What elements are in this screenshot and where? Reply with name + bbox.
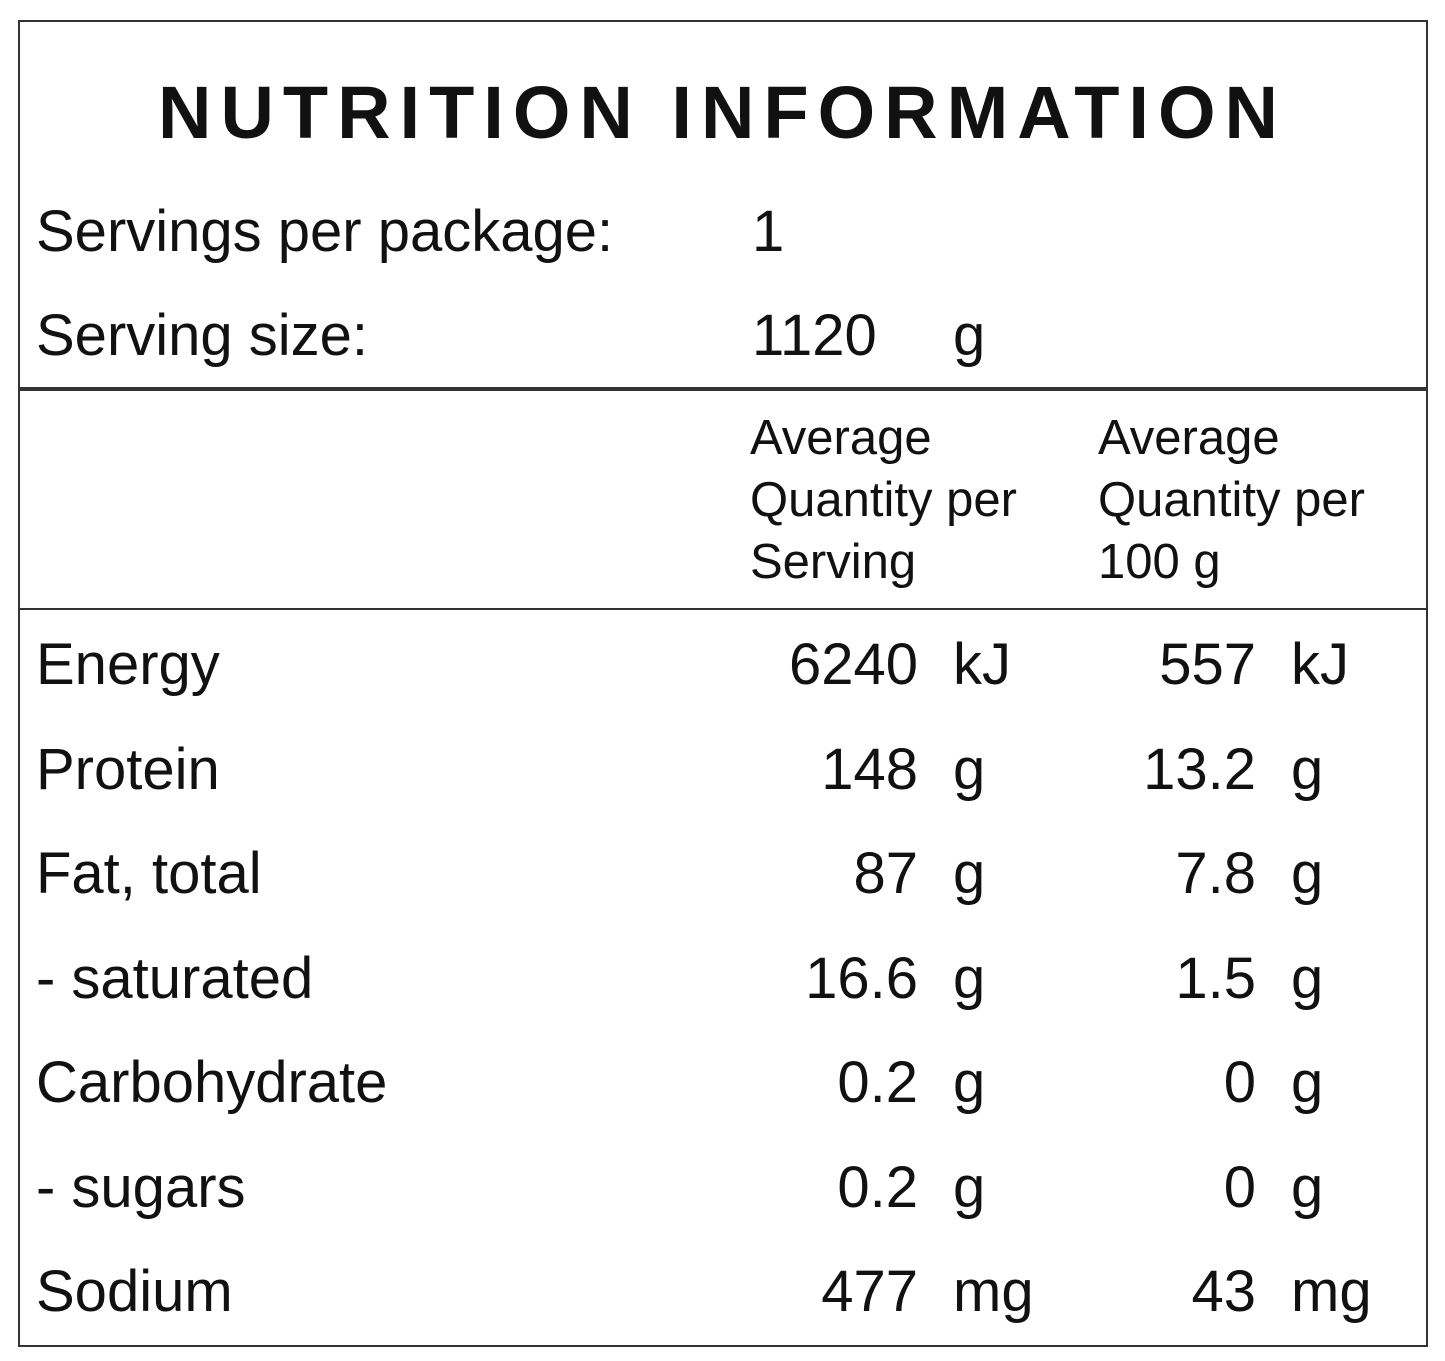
divider	[18, 387, 1428, 391]
per-100g-unit: g	[1291, 1050, 1324, 1115]
column-header: Average	[750, 411, 932, 465]
per-serving-value: 148	[821, 736, 918, 802]
per-100g-value: 1.5	[1175, 945, 1256, 1011]
label-border	[18, 20, 1428, 1347]
per-100g-unit: g	[1291, 945, 1324, 1011]
nutrient-name: - sugars	[36, 1154, 246, 1220]
column-header: 100 g	[1098, 535, 1221, 589]
divider	[18, 608, 1428, 610]
per-serving-unit: g	[953, 841, 986, 906]
column-header: Serving	[750, 535, 917, 589]
servings-label: Servings per package:	[36, 199, 614, 264]
per-serving-unit: g	[953, 1050, 986, 1115]
nutrient-name: - saturated	[36, 945, 314, 1011]
per-serving-value: 6240	[788, 632, 918, 697]
serving-size-unit: g	[953, 303, 986, 368]
servings-value: 1	[752, 199, 785, 264]
column-header: Average	[1098, 411, 1280, 465]
column-header: Quantity per	[750, 473, 1017, 527]
nutrient-name: Carbohydrate	[36, 1050, 388, 1115]
per-100g-value: 0	[1223, 1050, 1256, 1115]
nutrient-name: Sodium	[36, 1259, 233, 1324]
per-serving-value: 16.6	[805, 945, 918, 1011]
per-serving-value: 87	[853, 841, 918, 906]
per-100g-unit: g	[1291, 841, 1324, 906]
per-100g-value: 0	[1223, 1154, 1256, 1220]
per-100g-unit: g	[1291, 1154, 1324, 1220]
per-serving-value: 477	[821, 1259, 918, 1324]
per-serving-unit: g	[953, 1154, 986, 1220]
per-serving-unit: g	[953, 736, 986, 802]
per-100g-value: 557	[1159, 632, 1256, 697]
per-serving-unit: g	[953, 945, 986, 1011]
per-100g-value: 7.8	[1175, 841, 1256, 906]
serving-size-label: Serving size:	[36, 303, 369, 368]
per-100g-unit: mg	[1291, 1259, 1372, 1324]
per-serving-unit: mg	[953, 1259, 1034, 1324]
title: NUTRITION INFORMATION	[158, 71, 1287, 154]
per-serving-value: 0.2	[837, 1050, 918, 1115]
per-serving-unit: kJ	[953, 632, 1011, 697]
column-header: Quantity per	[1098, 473, 1365, 527]
serving-size-value: 1120	[752, 303, 877, 368]
nutrient-name: Protein	[36, 736, 220, 802]
per-serving-value: 0.2	[837, 1154, 918, 1220]
per-100g-value: 43	[1191, 1259, 1256, 1324]
per-100g-unit: kJ	[1291, 632, 1349, 697]
nutrient-name: Fat, total	[36, 841, 262, 906]
per-100g-unit: g	[1291, 736, 1324, 802]
per-100g-value: 13.2	[1143, 736, 1256, 802]
nutrient-name: Energy	[36, 632, 220, 697]
